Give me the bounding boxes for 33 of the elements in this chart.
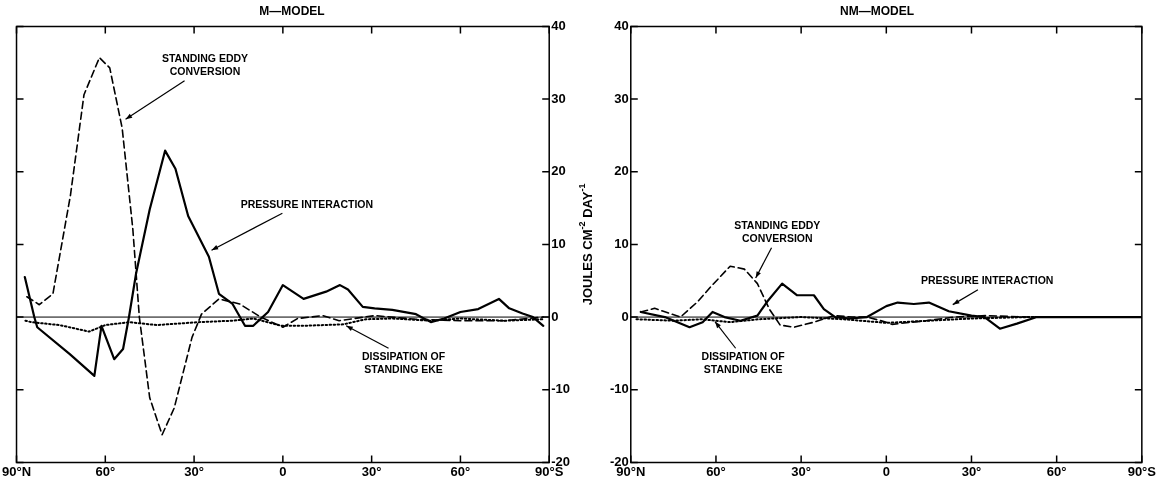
x-tick-label: 0 <box>882 463 890 479</box>
annotation: STANDING EDDY CONVERSION <box>161 52 249 78</box>
x-tick-label: 60° <box>706 463 726 479</box>
y-tick-label: 10 <box>551 235 566 251</box>
x-tick-label: 0 <box>279 463 287 479</box>
x-tick-label: 60° <box>450 463 471 479</box>
y-tick-label: 0 <box>621 308 629 324</box>
y-tick-label: 20 <box>551 163 566 179</box>
chart-title: NM—MODEL <box>840 3 914 18</box>
x-tick-label: 90°N <box>2 463 32 479</box>
y-tick-label: 20 <box>614 163 629 179</box>
y-tick-label: 40 <box>551 17 566 33</box>
x-tick-label: 30° <box>791 463 811 479</box>
y-tick-label: 0 <box>551 308 559 324</box>
y-tick-label: 30 <box>551 90 566 106</box>
x-tick-label: 90°S <box>1127 463 1157 479</box>
x-tick-label: 30° <box>961 463 982 479</box>
y-tick-label: -10 <box>609 381 629 397</box>
annotation: PRESSURE INTERACTION <box>240 197 374 210</box>
annotation: DISSIPATION OF STANDING EKE <box>362 349 446 375</box>
x-tick-label: 60° <box>95 463 116 479</box>
y-tick-label: 30 <box>614 90 629 106</box>
annotation: DISSIPATION OF STANDING EKE <box>701 349 786 375</box>
y-tick-label: 40 <box>614 17 629 33</box>
x-tick-label: 30° <box>361 463 382 479</box>
y-tick-label: 10 <box>614 235 629 251</box>
annotation: STANDING EDDY CONVERSION <box>734 219 821 245</box>
x-tick-label: 60° <box>1046 463 1067 479</box>
chart-title: M—MODEL <box>259 3 325 18</box>
y-axis-title: JOULES CM-2 DAY-1 <box>577 183 595 306</box>
annotation: PRESSURE INTERACTION <box>920 274 1054 287</box>
y-tick-label: -10 <box>551 381 571 397</box>
x-tick-label: 30° <box>184 463 204 479</box>
